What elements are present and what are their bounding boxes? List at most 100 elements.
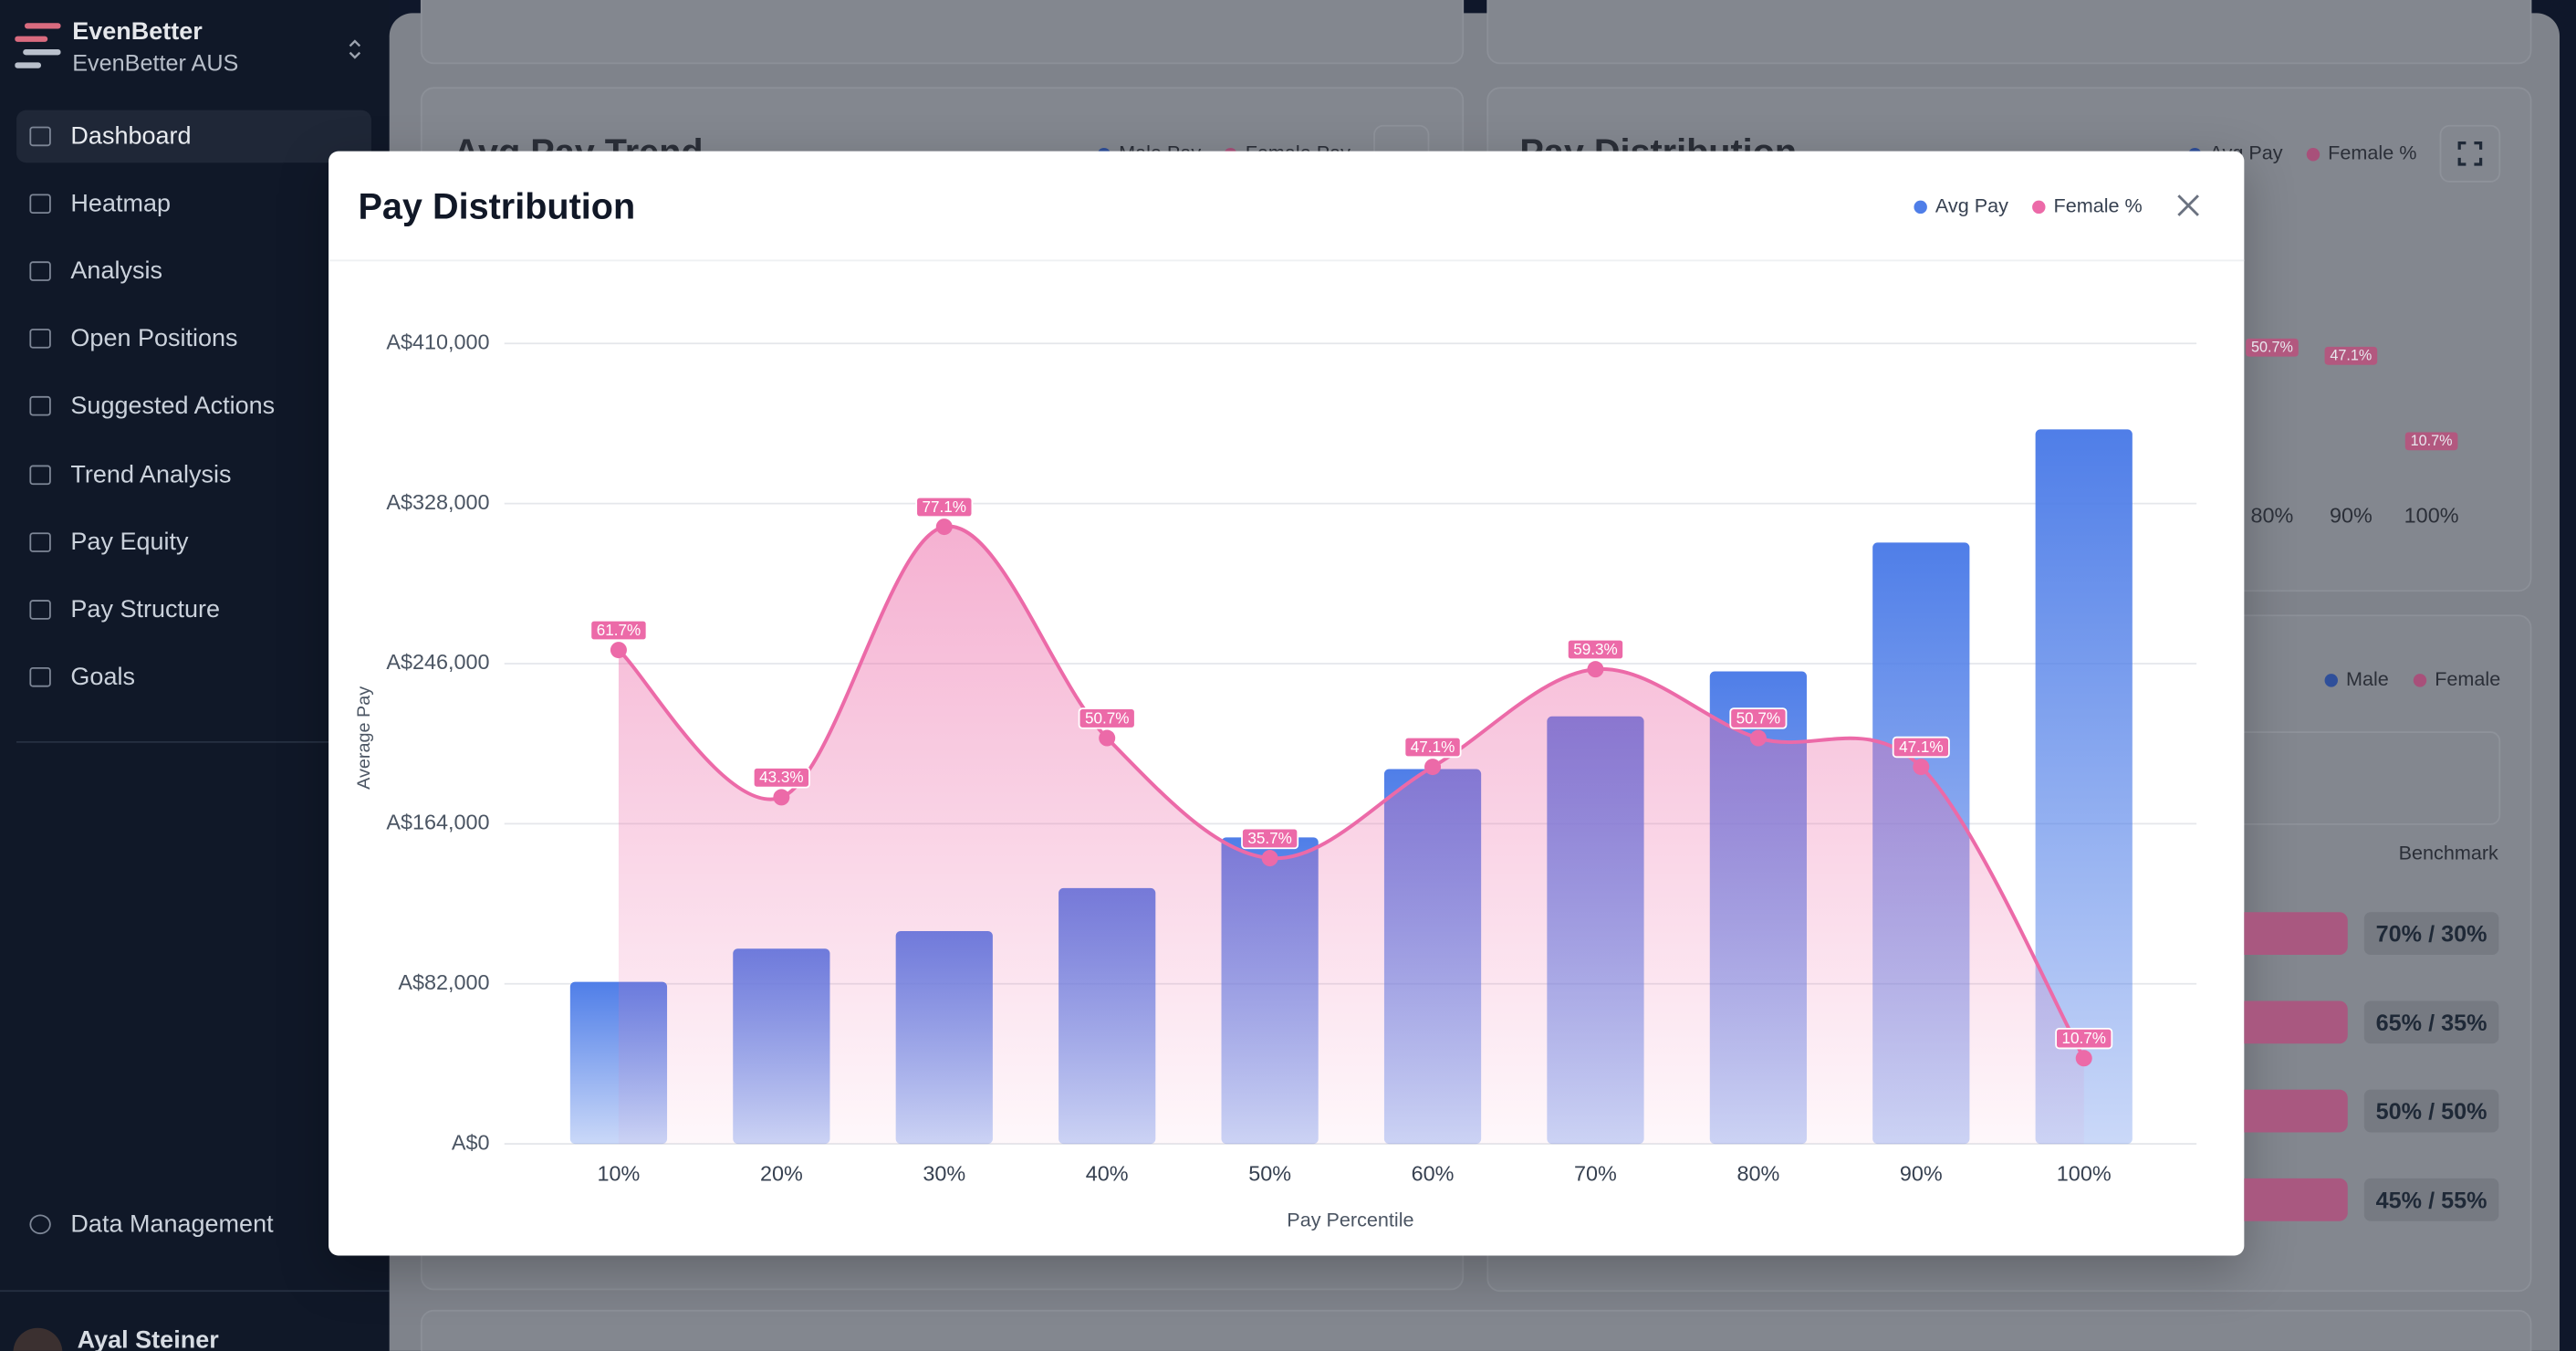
user-name[interactable]: Ayal Steiner [77,1325,219,1351]
card [420,0,1465,65]
data-label: 61.7% [597,622,641,639]
x-tick-label: 70% [1574,1161,1617,1185]
legend-item[interactable]: Female % [2032,194,2143,217]
point [1913,759,1930,776]
column-header: Benchmark [2398,841,2498,865]
nav-item[interactable]: Analysis [70,257,162,286]
divider [16,740,371,743]
nav-item[interactable]: Trend Analysis [70,460,232,488]
x-tick-label: 100% [2057,1161,2112,1185]
point [773,789,790,806]
nav-item[interactable]: Pay Structure [70,595,221,623]
legend-item: Female % [2306,141,2417,165]
card [420,1309,2532,1351]
data-label: 59.3% [1573,641,1617,658]
point [935,518,953,536]
bar-segment [2244,912,2348,956]
data-label: 77.1% [923,498,966,516]
nav-item[interactable]: Goals [70,663,135,691]
legend-label: Female % [2328,141,2417,165]
mini-point-label: 10.7% [2404,432,2458,451]
x-tick-label: 40% [1086,1161,1129,1185]
bar-segment [2244,1089,2348,1133]
data-label: 10.7% [2061,1030,2105,1047]
active-nav-bg [16,110,371,163]
x-tick-label: 80% [1736,1161,1779,1185]
legend-label: Female % [2053,194,2143,217]
modal-title: Pay Distribution [358,185,636,227]
label-bg [589,619,648,642]
area [618,526,2084,1145]
nav-icon [29,666,51,687]
y-tick-label: A$410,000 [386,330,489,353]
point [1587,661,1604,678]
data-label: 35.7% [1247,830,1291,847]
nav-icon [29,329,51,350]
nav-icon [29,1214,51,1235]
data-label: 47.1% [1411,738,1455,756]
org-switcher[interactable] [345,37,365,63]
label-bg [1892,736,1950,759]
logo [15,23,61,68]
ratio-badge: 50% / 50% [2363,1089,2499,1133]
modal: Pay Distribution Avg Pay Female % A$0 A$8… [329,151,2245,1256]
legend-item: Male [2324,666,2389,691]
x-tick-label: 90% [1900,1161,1943,1185]
avatar[interactable] [13,1327,63,1351]
card [1486,0,2532,65]
legend-label: Female [2435,666,2501,691]
x-tick-label: 60% [1412,1161,1455,1185]
legend-label: Male [2345,666,2389,691]
sidebar: EvenBetter EvenBetter AUS Data Managemen… [0,0,390,1351]
nav-icon [29,126,51,147]
mini-x-label: 80% [2250,502,2294,528]
x-tick-label: 30% [923,1161,965,1185]
nav-item[interactable]: Open Positions [70,325,238,353]
nav-item[interactable]: Data Management [70,1210,274,1239]
x-tick-label: 50% [1248,1161,1291,1185]
legend-label: Avg Pay [1935,194,2008,217]
nav-item[interactable]: Suggested Actions [70,393,276,421]
divider [329,259,2245,262]
data-label: 50.7% [1736,709,1780,727]
close-button[interactable] [2175,193,2202,219]
expand-button[interactable] [2439,124,2501,183]
bar-segment [2244,1000,2348,1044]
mini-x-label: 90% [2329,502,2373,528]
label-bg [1078,707,1136,729]
nav-icon [29,531,51,552]
ratio-badge: 70% / 30% [2363,912,2499,956]
label-bg [915,496,974,518]
nav-item[interactable]: Pay Equity [70,528,189,556]
nav-icon [29,464,51,485]
nav-icon [29,194,51,215]
ratio-badge: 65% / 35% [2363,1000,2499,1044]
divider [0,1290,390,1293]
label-bg [1403,736,1462,759]
legend-item[interactable]: Avg Pay [1914,194,2008,217]
data-label: 50.7% [1085,709,1129,727]
nav-icon [29,261,51,282]
x-tick-label: 20% [760,1161,803,1185]
point [1749,729,1767,747]
data-label: 47.1% [1899,738,1943,756]
label-bg [752,767,810,789]
legend-item: Female [2413,666,2501,691]
point [2075,1050,2092,1067]
mini-point-label: 47.1% [2324,346,2378,365]
nav-item[interactable]: Heatmap [70,190,172,218]
point [610,642,627,659]
point [1261,850,1278,867]
x-axis-title: Pay Percentile [1287,1208,1413,1231]
org-name[interactable]: EvenBetter AUS [72,49,239,76]
nav-icon [29,396,51,417]
y-tick-label: A$0 [452,1130,490,1154]
point [1424,759,1442,776]
label-bg [1241,827,1299,850]
brand: EvenBetter [72,17,203,47]
bar-segment [2244,1178,2348,1221]
nav-item[interactable]: Dashboard [70,122,192,151]
data-label: 43.3% [759,769,803,786]
label-bg [1729,707,1788,729]
